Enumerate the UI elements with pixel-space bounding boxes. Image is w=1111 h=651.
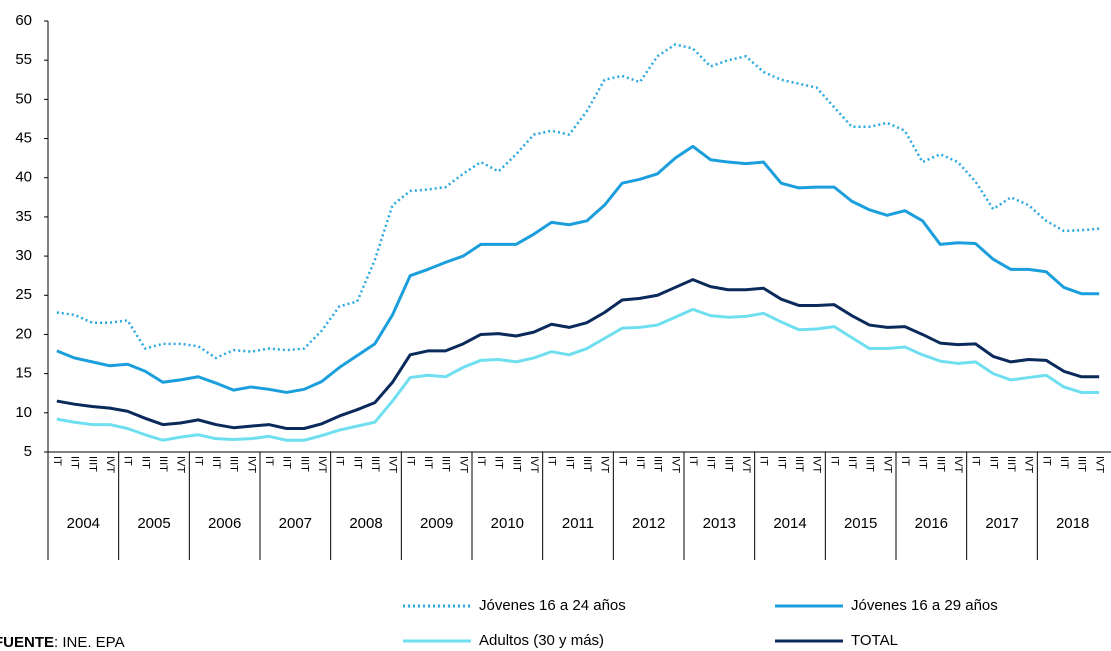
- quarter-label: IIIT: [298, 456, 310, 472]
- quarter-label: IVT: [104, 456, 116, 473]
- quarter-label: IVT: [881, 456, 893, 473]
- quarter-label: IVT: [457, 456, 469, 473]
- y-tick-label: 30: [15, 247, 32, 264]
- legend-label: TOTAL: [851, 632, 898, 649]
- quarter-label: IVT: [811, 456, 823, 473]
- quarter-label: IIT: [69, 456, 81, 469]
- source: FUENTE: INE. EPA: [0, 634, 125, 651]
- y-tick-label: 55: [15, 51, 32, 68]
- y-tick-label: 25: [15, 286, 32, 303]
- quarter-label: IT: [1040, 456, 1052, 466]
- quarter-label: IIT: [210, 456, 222, 469]
- y-tick-label: 60: [15, 12, 32, 29]
- series-line: [56, 43, 1100, 360]
- year-label: 2006: [208, 515, 241, 532]
- source-label: FUENTE: [0, 634, 54, 651]
- year-label: 2016: [915, 515, 948, 532]
- quarter-label: IIT: [775, 456, 787, 469]
- y-tick-label: 20: [15, 325, 32, 342]
- quarter-label: IT: [899, 456, 911, 466]
- quarter-label: IT: [122, 456, 134, 466]
- quarter-label: IIT: [987, 456, 999, 469]
- quarter-label: IIT: [705, 456, 717, 469]
- year-label: 2004: [67, 515, 100, 532]
- quarter-label: IIIT: [934, 456, 946, 472]
- quarter-label: IVT: [316, 456, 328, 473]
- quarter-label: IIIT: [157, 456, 169, 472]
- y-tick-label: 5: [24, 443, 32, 460]
- source-text: : INE. EPA: [54, 634, 125, 651]
- quarter-label: IT: [475, 456, 487, 466]
- year-label: 2011: [562, 515, 594, 532]
- quarter-label: IT: [334, 456, 346, 466]
- y-tick-label: 50: [15, 90, 32, 107]
- series-line: [56, 144, 1100, 394]
- quarter-label: IVT: [387, 456, 399, 473]
- quarter-label: IVT: [952, 456, 964, 473]
- year-label: 2005: [137, 515, 170, 532]
- quarter-label: IIIT: [228, 456, 240, 472]
- year-label: 2015: [844, 515, 877, 532]
- quarter-label: IT: [192, 456, 204, 466]
- quarter-label: IIT: [846, 456, 858, 469]
- quarter-label: IIT: [917, 456, 929, 469]
- quarter-label: IVT: [740, 456, 752, 473]
- quarter-label: IIIT: [1076, 456, 1088, 472]
- legend-label: Jóvenes 16 a 29 años: [851, 597, 998, 614]
- quarter-label: IIT: [563, 456, 575, 469]
- legend-label: Adultos (30 y más): [479, 632, 604, 649]
- quarter-label: IIIT: [86, 456, 98, 472]
- quarter-label: IIIT: [581, 456, 593, 472]
- quarter-label: IT: [616, 456, 628, 466]
- quarter-label: IIT: [1058, 456, 1070, 469]
- year-label: 2017: [985, 515, 1018, 532]
- quarter-label: IIT: [281, 456, 293, 469]
- quarter-label: IIIT: [793, 456, 805, 472]
- quarter-label: IIT: [422, 456, 434, 469]
- quarter-label: IT: [404, 456, 416, 466]
- quarter-label: IIIT: [440, 456, 452, 472]
- quarter-label: IT: [758, 456, 770, 466]
- quarter-label: IVT: [528, 456, 540, 473]
- y-tick-label: 35: [15, 208, 32, 225]
- series-line: [56, 307, 1100, 442]
- quarter-label: IT: [51, 456, 63, 466]
- quarter-label: IVT: [1093, 456, 1105, 473]
- legend-label: Jóvenes 16 a 24 años: [479, 597, 626, 614]
- y-tick-label: 15: [15, 365, 32, 382]
- quarter-label: IIT: [634, 456, 646, 469]
- quarter-label: IT: [687, 456, 699, 466]
- year-label: 2008: [349, 515, 382, 532]
- quarter-label: IIT: [493, 456, 505, 469]
- quarter-label: IT: [970, 456, 982, 466]
- quarter-label: IIIT: [369, 456, 381, 472]
- quarter-label: IIIT: [652, 456, 664, 472]
- quarter-label: IIT: [351, 456, 363, 469]
- quarter-label: IIIT: [510, 456, 522, 472]
- year-label: 2010: [491, 515, 524, 532]
- quarter-label: IT: [263, 456, 275, 466]
- quarter-label: IVT: [175, 456, 187, 473]
- y-tick-label: 45: [15, 130, 32, 147]
- year-label: 2014: [773, 515, 806, 532]
- quarter-label: IVT: [599, 456, 611, 473]
- series-line: [56, 278, 1100, 430]
- year-label: 2007: [279, 515, 312, 532]
- quarter-label: IT: [546, 456, 558, 466]
- quarter-label: IT: [828, 456, 840, 466]
- quarter-label: IVT: [669, 456, 681, 473]
- quarter-label: IVT: [245, 456, 257, 473]
- year-label: 2012: [632, 515, 665, 532]
- quarter-label: IIIT: [722, 456, 734, 472]
- y-tick-label: 10: [15, 404, 32, 421]
- y-tick-label: 40: [15, 169, 32, 186]
- year-label: 2018: [1056, 515, 1089, 532]
- quarter-label: IIIT: [864, 456, 876, 472]
- year-label: 2009: [420, 515, 453, 532]
- quarter-label: IIIT: [1005, 456, 1017, 472]
- quarter-label: IIT: [139, 456, 151, 469]
- quarter-label: IVT: [1023, 456, 1035, 473]
- year-label: 2013: [703, 515, 736, 532]
